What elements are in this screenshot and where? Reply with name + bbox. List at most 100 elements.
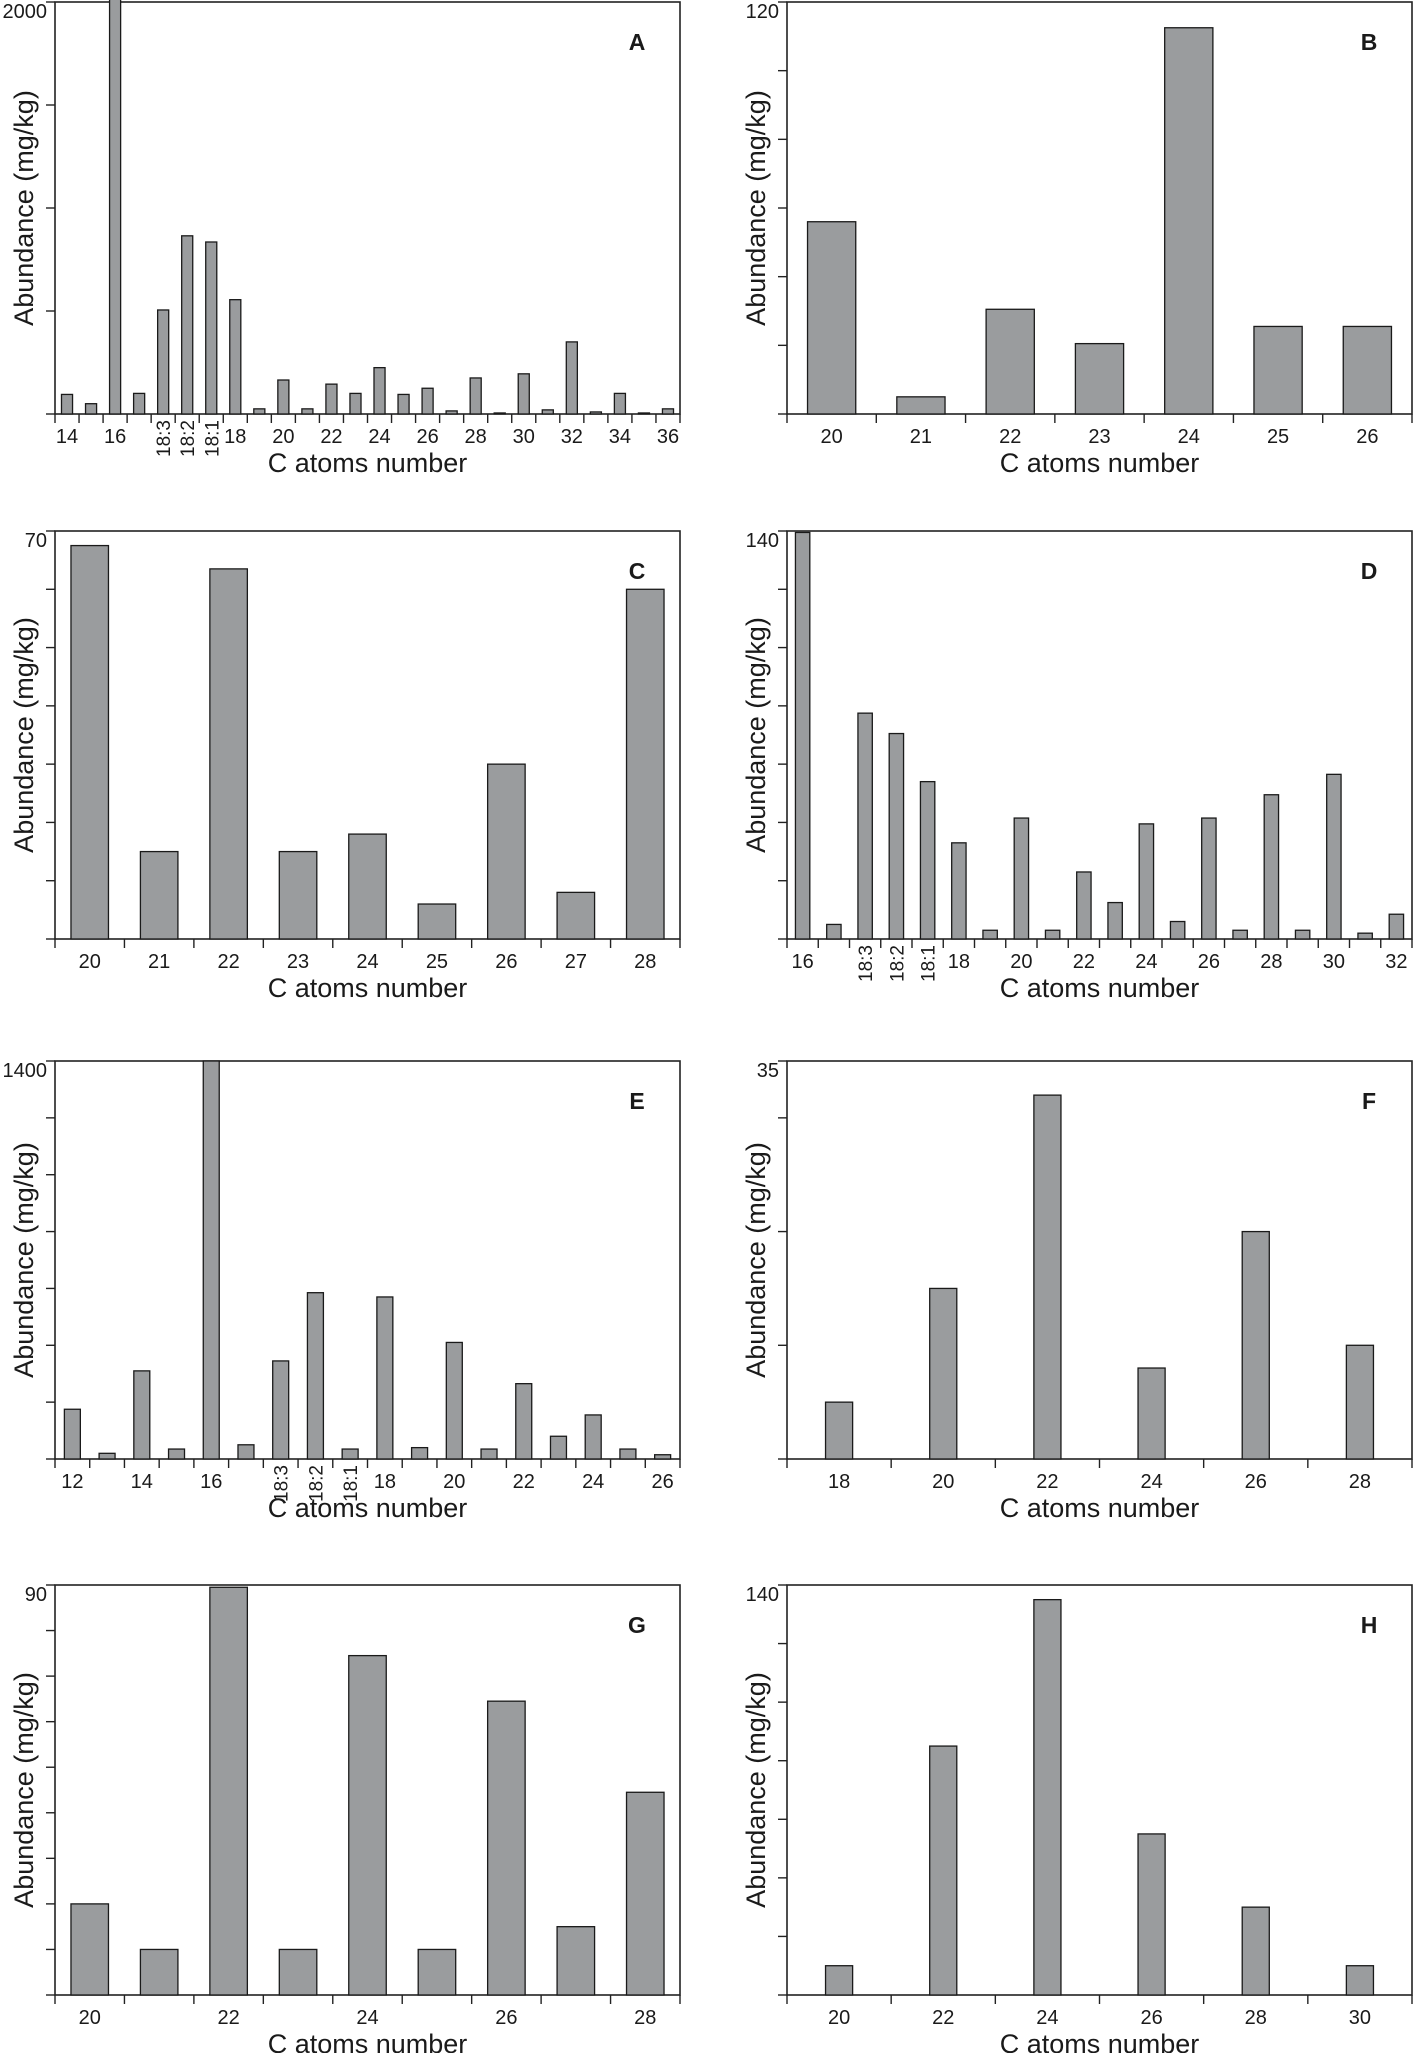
x-tick-label: 20 [932, 1471, 954, 1493]
y-tick-label: 35 [757, 1060, 779, 1082]
x-tick-label: 16 [200, 1471, 222, 1493]
x-tick-label: 18 [948, 951, 970, 973]
plot-frame [54, 1, 681, 415]
bar [1241, 1906, 1270, 1996]
x-tick-label: 18:2 [306, 1465, 327, 1502]
bar [63, 1408, 81, 1460]
y-axis-label: Abundance (mg/kg) [741, 1672, 771, 1908]
bar [341, 1448, 359, 1460]
x-tick-label: 21 [148, 951, 170, 973]
y-tick-label: 2000 [3, 1, 48, 23]
bar [373, 366, 386, 415]
x-tick-label: 14 [56, 426, 78, 448]
bar [445, 410, 458, 415]
bar [278, 1948, 318, 1996]
x-tick-label: 26 [1356, 426, 1378, 448]
x-axis-label: C atoms number [268, 973, 468, 1003]
bar [1169, 920, 1186, 940]
y-axis-label: Abundance (mg/kg) [9, 617, 39, 853]
bar [253, 408, 266, 415]
x-axis-label: C atoms number [268, 1493, 468, 1523]
x-tick-label: 20 [79, 2007, 101, 2029]
bar [1044, 929, 1061, 940]
bar [613, 392, 627, 415]
x-axis-label: C atoms number [1000, 1493, 1200, 1523]
bar [108, 0, 122, 415]
bar [619, 1448, 637, 1460]
panel-letter: E [629, 1088, 644, 1114]
x-tick-label: 23 [287, 951, 309, 973]
x-tick-label: 20 [443, 1471, 465, 1493]
bar [1138, 823, 1155, 940]
panel-e: 1400 12 14 16 18:3 18:2 18:1 18 20 22 24 26 C atoms … [3, 1060, 681, 1523]
bar [98, 1452, 116, 1460]
bar [272, 1360, 290, 1460]
bar [1342, 325, 1393, 415]
bar [376, 1296, 394, 1460]
x-tick-label: 22 [320, 426, 342, 448]
y-tick-label: 140 [746, 1584, 779, 1606]
bar [1033, 1598, 1062, 1996]
bar [306, 1292, 325, 1460]
x-tick-label: 22 [217, 2007, 239, 2029]
panel-letter: D [1361, 558, 1378, 584]
bar [806, 221, 857, 415]
bar [202, 1060, 220, 1460]
x-tick-label: 18:2 [887, 945, 908, 982]
x-tick-label: 23 [1088, 426, 1110, 448]
x-tick-label: 24 [356, 951, 378, 973]
x-tick-label: 26 [1198, 951, 1220, 973]
bar [1345, 1344, 1375, 1460]
x-tick-label: 24 [582, 1471, 604, 1493]
x-tick-label: 28 [634, 951, 656, 973]
y-axis-label: Abundance (mg/kg) [9, 1672, 39, 1908]
x-tick-label: 18:1 [202, 420, 223, 457]
panel-letter: H [1361, 1612, 1378, 1638]
bar [556, 891, 596, 940]
x-tick-label: 24 [356, 2007, 378, 2029]
x-tick-label: 26 [1140, 2007, 1162, 2029]
y-axis-label: Abundance (mg/kg) [9, 1142, 39, 1378]
bar [469, 377, 482, 415]
bar [824, 1401, 854, 1460]
y-tick-label: 140 [746, 530, 779, 552]
x-tick-label: 25 [426, 951, 448, 973]
bar [1241, 1230, 1270, 1460]
x-tick-label: 18 [224, 426, 246, 448]
x-tick-label: 20 [79, 951, 101, 973]
bar [1388, 913, 1405, 940]
bar [139, 1948, 179, 1996]
x-tick-label: 26 [495, 2007, 517, 2029]
x-tick-label: 24 [1036, 2007, 1058, 2029]
panel-letter: C [629, 558, 646, 584]
bar [824, 1965, 854, 1996]
x-tick-label: 18 [828, 1471, 850, 1493]
x-tick-label: 28 [465, 426, 487, 448]
x-tick-label: 26 [1245, 1471, 1267, 1493]
bar [857, 712, 873, 940]
bar [209, 568, 249, 940]
y-tick-label: 1400 [3, 1060, 48, 1082]
bar [493, 412, 506, 415]
bar [229, 299, 242, 415]
x-tick-label: 22 [999, 426, 1021, 448]
x-tick-label: 32 [1385, 951, 1407, 973]
bar [1074, 342, 1125, 415]
bar [1137, 1367, 1166, 1460]
bar [1294, 929, 1311, 940]
x-tick-label: 18:3 [154, 420, 175, 457]
bar [1201, 817, 1217, 940]
bar [301, 408, 314, 415]
panel-c: 70 20 21 22 23 24 25 26 27 28 C atoms number Abunda… [9, 530, 681, 1003]
bar [794, 531, 811, 940]
bar [661, 408, 675, 415]
x-tick-label: 30 [1349, 2007, 1371, 2029]
x-tick-label: 20 [828, 2007, 850, 2029]
bar [156, 309, 170, 415]
x-axis-label: C atoms number [268, 448, 468, 478]
bar [132, 392, 146, 415]
x-tick-label: 18:1 [341, 1465, 362, 1502]
x-tick-label: 21 [910, 426, 932, 448]
plot-frame [786, 1584, 1413, 1996]
